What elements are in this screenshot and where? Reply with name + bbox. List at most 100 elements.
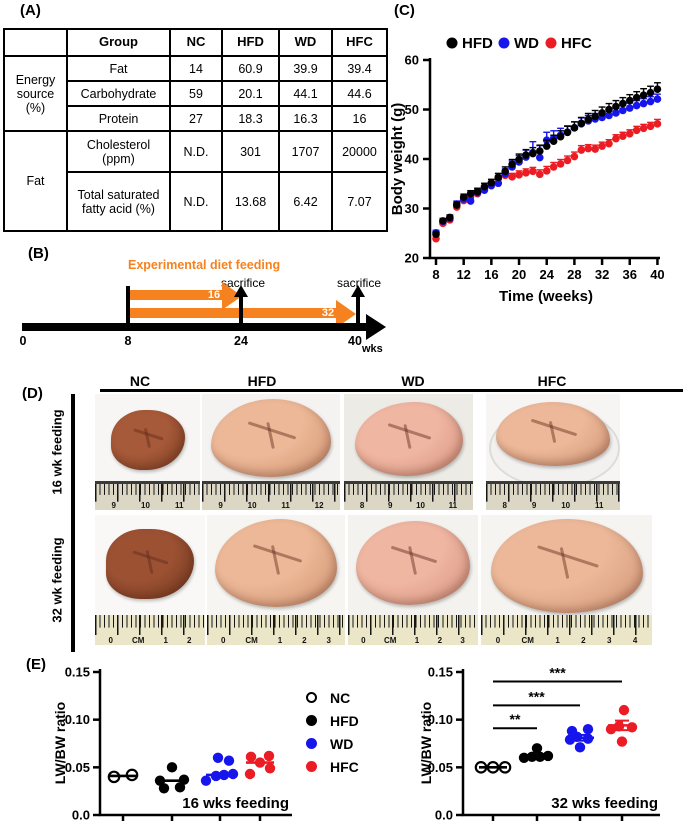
ruler-16wk-hfd: 9 10 11 12 bbox=[202, 481, 340, 510]
timeline-num-0: 0 bbox=[19, 334, 27, 348]
liver-fissure bbox=[143, 427, 152, 449]
ruler-number: 2 bbox=[581, 636, 586, 645]
data-point-hfd bbox=[646, 88, 655, 97]
diet-table-cell: 301 bbox=[221, 130, 280, 173]
legend-dot-wd bbox=[498, 37, 510, 49]
data-point-wd bbox=[566, 725, 578, 737]
plot-annotation: 32 wks feeding bbox=[551, 795, 658, 812]
data-point-hfd bbox=[459, 193, 468, 201]
row-divider-bar bbox=[71, 394, 75, 652]
data-point-hfd bbox=[439, 217, 447, 225]
diet-table-cell: 14 bbox=[169, 55, 223, 82]
liver-specimen bbox=[211, 399, 331, 477]
data-point-hfd bbox=[508, 160, 516, 169]
diet-table-rowname: Protein bbox=[66, 105, 171, 132]
ruler-number: 9 bbox=[111, 501, 116, 510]
data-point-hfc bbox=[263, 750, 275, 762]
sacrifice-label-40: sacrifice bbox=[336, 276, 381, 290]
diet-table-cell: N.D. bbox=[169, 171, 223, 232]
data-point-hfd bbox=[452, 201, 461, 209]
data-point-hfd bbox=[563, 128, 572, 137]
ruler-16wk-hfc: 8 9 10 11 bbox=[486, 481, 620, 510]
data-point-wd bbox=[632, 101, 641, 110]
diet-table: Group NC HFD WD HFC Energy source (%) Fat 14 60.… bbox=[3, 28, 388, 232]
x-tick-label: 8 bbox=[432, 267, 439, 282]
diet-table-rowgroup: Energy source (%) bbox=[3, 55, 68, 132]
timeline-axis bbox=[22, 323, 370, 331]
data-point-hfd bbox=[632, 93, 641, 102]
data-point-hfd bbox=[577, 119, 586, 128]
legend-item-hfc: HFC bbox=[306, 755, 359, 778]
x-tick-label: 12 bbox=[456, 267, 470, 282]
y-tick-label: 30 bbox=[405, 201, 419, 216]
ruler-numbers: 9 10 11 12 bbox=[206, 502, 336, 510]
liver-photo-16wk-hfc: 8 9 10 11 bbox=[486, 394, 620, 510]
ruler-number: 4 bbox=[632, 636, 638, 645]
liver-fissure bbox=[537, 544, 599, 568]
ruler-number: 3 bbox=[460, 636, 465, 645]
data-point-hfd bbox=[598, 109, 606, 117]
panel-label-a: (A) bbox=[20, 2, 41, 19]
y-tick-label: 0.10 bbox=[65, 712, 90, 727]
column-header-hfd: HFD bbox=[247, 373, 277, 389]
data-point-hfd bbox=[174, 782, 186, 793]
diet-table-cell: 44.6 bbox=[331, 80, 388, 107]
timeline-num-40: 40 bbox=[348, 334, 362, 348]
ruler-numbers: 0 CM 1 2 3 bbox=[352, 637, 474, 645]
legend-item-hfd: HFD bbox=[306, 709, 359, 732]
data-point-hfd bbox=[619, 99, 627, 108]
data-point-wd bbox=[582, 724, 594, 735]
diet-table-header: WD bbox=[278, 28, 333, 57]
diet-table-header: Group bbox=[66, 28, 171, 57]
liver-photo-16wk-hfd: 9 10 11 12 bbox=[202, 394, 340, 510]
ruler-16wk-nc: 9 10 11 bbox=[95, 481, 200, 510]
data-point-hfd bbox=[531, 743, 543, 754]
legend-label: WD bbox=[330, 735, 354, 752]
data-point-hfc bbox=[632, 126, 641, 135]
legend-item-nc: NC bbox=[306, 686, 359, 709]
data-point-hfd bbox=[432, 230, 440, 239]
column-header-wd: WD bbox=[401, 373, 425, 389]
column-header-hfc: HFC bbox=[537, 373, 567, 389]
data-point-hfc bbox=[605, 139, 613, 148]
legend-dot-hfd bbox=[446, 37, 458, 49]
liver-fissure bbox=[407, 546, 417, 575]
diet-arrow-32wk-label: 32 bbox=[321, 307, 335, 319]
diet-table-cell: 16.3 bbox=[278, 105, 333, 132]
data-point-hfd bbox=[466, 189, 475, 198]
diet-arrow-16wk-label: 16 bbox=[207, 289, 221, 301]
ruler-32wk-hfd: 0 CM 1 2 3 bbox=[207, 615, 345, 645]
sig-stars: *** bbox=[549, 665, 566, 681]
legend-item-wd: WD bbox=[306, 732, 359, 755]
legend-label: HFC bbox=[561, 35, 592, 52]
data-point-hfd bbox=[536, 147, 544, 155]
liver-photo-32wk-hfc: 0 CM 1 2 3 4 bbox=[481, 515, 652, 645]
legend-dot-hfc bbox=[306, 761, 317, 772]
liver-specimen bbox=[106, 529, 194, 599]
diet-table-rowname: Cholesterol (ppm) bbox=[66, 130, 171, 173]
data-point-hfd bbox=[639, 91, 648, 99]
ruler-number: 3 bbox=[607, 636, 612, 645]
diet-table-cell: 1707 bbox=[278, 130, 333, 173]
sig-stars: *** bbox=[528, 688, 545, 704]
ruler-number: 11 bbox=[448, 501, 458, 510]
data-point-hfc bbox=[522, 169, 530, 177]
data-point-hfc bbox=[536, 170, 544, 179]
ruler-number: 11 bbox=[174, 501, 184, 510]
data-point-hfd bbox=[446, 213, 454, 222]
liver-gallery: NC HFD WD HFC 16 wk feeding 9 10 11 9 10 11 12 8 9 10 1… bbox=[0, 370, 685, 660]
legend-dot-hfd bbox=[306, 715, 317, 726]
data-point-hfc bbox=[598, 142, 606, 150]
diet-table-cell: 7.07 bbox=[331, 171, 388, 232]
ruler-number: CM bbox=[383, 636, 397, 645]
data-point-hfd bbox=[158, 783, 170, 794]
x-tick-label: 32 bbox=[595, 267, 609, 282]
y-tick-label: 0.05 bbox=[428, 760, 453, 775]
data-point-hfc bbox=[244, 768, 256, 780]
data-point-wd bbox=[646, 97, 655, 106]
data-point-wd bbox=[466, 197, 475, 205]
data-point-hfc bbox=[556, 160, 565, 168]
data-point-wd bbox=[625, 104, 634, 112]
timeline-axis-arrowhead bbox=[366, 314, 386, 340]
